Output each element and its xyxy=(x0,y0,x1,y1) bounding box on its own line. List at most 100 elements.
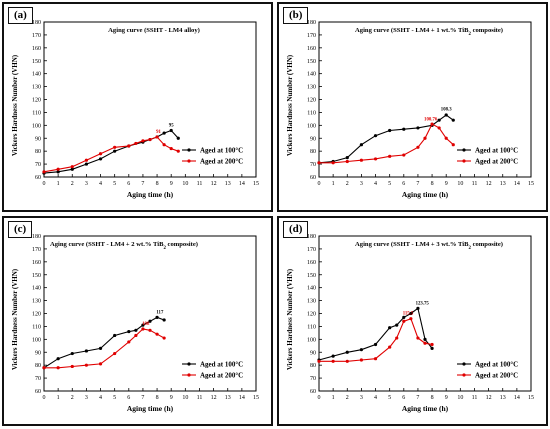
y-tick-label: 70 xyxy=(35,376,41,382)
y-tick-label: 120 xyxy=(32,312,41,318)
x-tick-label: 12 xyxy=(486,181,492,187)
y-tick-label: 100 xyxy=(32,123,41,129)
data-point xyxy=(423,341,427,345)
data-point xyxy=(141,323,145,327)
legend-marker xyxy=(187,362,191,366)
data-point xyxy=(84,162,88,166)
data-point xyxy=(359,143,363,147)
x-tick-label: 10 xyxy=(457,181,463,187)
data-point xyxy=(98,157,103,161)
data-point xyxy=(444,136,448,140)
data-label: 117 xyxy=(156,310,164,315)
x-tick-label: 9 xyxy=(445,395,448,401)
x-tick-label: 8 xyxy=(156,395,159,401)
x-tick-label: 12 xyxy=(486,395,492,401)
y-tick-label: 80 xyxy=(310,363,316,369)
y-tick-label: 180 xyxy=(32,20,41,26)
data-point xyxy=(373,342,378,347)
y-tick-label: 80 xyxy=(35,363,41,369)
x-tick-label: 11 xyxy=(197,181,203,187)
series-line-aged-100c xyxy=(318,307,433,361)
chart-title-tail: composite) xyxy=(166,241,198,248)
data-point xyxy=(359,348,363,352)
x-tick-label: 13 xyxy=(225,181,231,187)
x-tick-label: 9 xyxy=(170,181,173,187)
data-point xyxy=(416,145,420,149)
data-point xyxy=(402,127,406,131)
data-point xyxy=(70,167,74,171)
legend-marker xyxy=(187,373,191,377)
data-point xyxy=(148,319,152,323)
x-tick-label: 5 xyxy=(388,395,391,401)
data-point xyxy=(451,143,455,147)
data-point xyxy=(345,159,349,164)
legend-marker xyxy=(462,159,466,163)
data-point xyxy=(155,315,159,319)
x-axis-label: Aging time (h) xyxy=(127,190,174,199)
chart-d: Aging curve (SSHT - LM4 + 3 wt.% TiB2 co… xyxy=(286,234,534,413)
y-tick-label: 140 xyxy=(307,286,316,292)
data-point xyxy=(388,326,392,330)
x-tick-label: 15 xyxy=(528,395,534,401)
y-tick-label: 70 xyxy=(35,162,41,168)
legend-label: Aged at 200°C xyxy=(200,372,243,380)
data-point xyxy=(56,357,60,361)
series-line-aged-200c xyxy=(44,328,165,369)
x-tick-label: 6 xyxy=(402,395,405,401)
data-point xyxy=(169,146,173,151)
data-point xyxy=(42,170,46,174)
y-tick-label: 180 xyxy=(307,20,316,26)
data-point xyxy=(409,311,413,316)
y-tick-label: 100 xyxy=(307,337,316,343)
x-axis-label: Aging time (h) xyxy=(402,404,449,413)
data-point xyxy=(416,126,420,130)
data-point xyxy=(345,350,349,354)
y-tick-label: 80 xyxy=(310,149,316,155)
data-point xyxy=(56,366,60,370)
chart-panel-d: (d) Aging curve (SSHT - LM4 + 3 wt.% TiB… xyxy=(277,216,548,426)
x-tick-label: 15 xyxy=(253,395,259,401)
x-tick-label: 6 xyxy=(402,181,405,187)
y-tick-label: 60 xyxy=(310,389,316,395)
x-tick-label: 1 xyxy=(57,395,60,401)
y-tick-label: 140 xyxy=(32,286,41,292)
legend-marker xyxy=(462,148,466,152)
x-tick-label: 14 xyxy=(514,395,520,401)
x-tick-label: 9 xyxy=(445,181,448,187)
data-point xyxy=(317,359,321,363)
x-tick-label: 10 xyxy=(182,181,188,187)
y-tick-label: 160 xyxy=(307,46,316,52)
x-tick-label: 3 xyxy=(85,181,88,187)
chart-title-subscript: 2 xyxy=(469,32,472,37)
x-tick-label: 11 xyxy=(472,181,478,187)
x-tick-label: 3 xyxy=(360,181,363,187)
legend-label: Aged at 200°C xyxy=(475,372,518,380)
x-tick-label: 4 xyxy=(374,395,377,401)
y-tick-label: 150 xyxy=(32,59,41,65)
y-tick-label: 180 xyxy=(307,234,316,240)
x-tick-label: 0 xyxy=(318,395,321,401)
x-tick-label: 11 xyxy=(472,395,478,401)
data-point xyxy=(84,158,88,162)
y-tick-label: 80 xyxy=(35,149,41,155)
chart-title: Aging curve (SSHT - LM4 alloy) xyxy=(108,27,200,34)
data-point xyxy=(395,336,399,340)
data-point xyxy=(70,364,74,369)
data-point xyxy=(416,306,420,310)
y-tick-label: 150 xyxy=(307,59,316,65)
data-point xyxy=(155,135,159,139)
x-axis-label: Aging time (h) xyxy=(402,190,449,199)
data-point xyxy=(56,167,60,171)
x-tick-label: 12 xyxy=(211,395,217,401)
x-tick-label: 11 xyxy=(197,395,203,401)
data-point xyxy=(451,118,455,122)
x-tick-label: 9 xyxy=(170,395,173,401)
data-point xyxy=(317,161,321,165)
x-tick-label: 2 xyxy=(346,181,349,187)
chart-title-main: Aging curve (SSHT - LM4 alloy) xyxy=(108,27,200,34)
data-point xyxy=(388,345,392,349)
data-point xyxy=(98,346,103,350)
data-point xyxy=(169,128,173,133)
y-tick-label: 130 xyxy=(32,85,41,91)
data-point xyxy=(148,137,152,142)
